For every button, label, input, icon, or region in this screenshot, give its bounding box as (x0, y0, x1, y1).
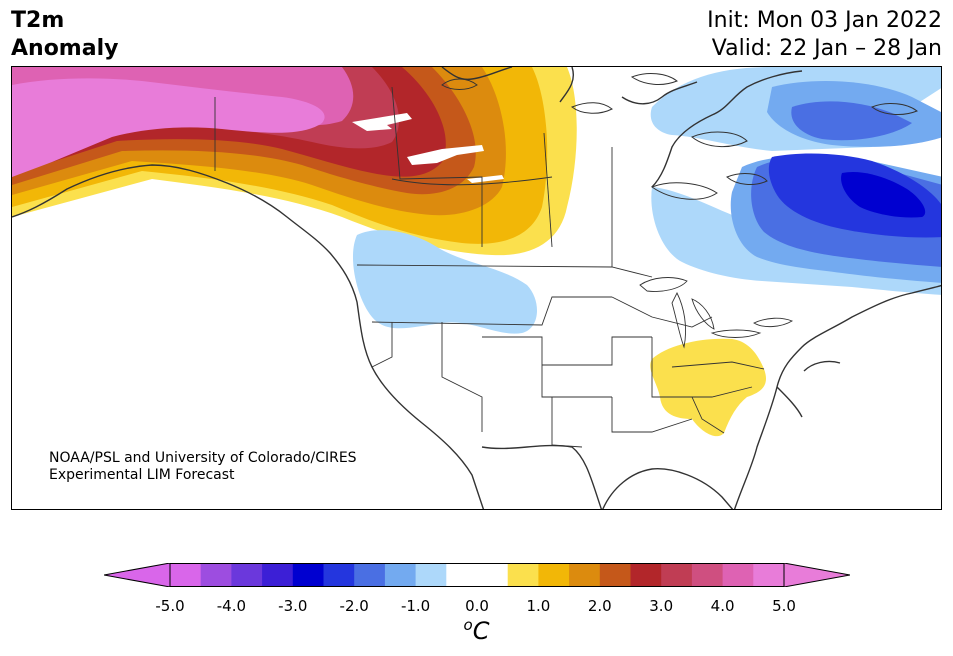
colorbar-tick-label: -1.0 (400, 597, 431, 615)
colorbar-tick-label: 0.0 (465, 597, 489, 615)
colorbar-tick-label: 4.0 (710, 597, 735, 615)
colorbar-tick-label: -4.0 (216, 597, 247, 615)
colorbar-segment (231, 563, 263, 587)
colorbar-tick-label: -5.0 (155, 597, 185, 615)
colorbar-segment (507, 563, 539, 587)
colorbar-segment (569, 563, 601, 587)
map-title: T2m Anomaly (11, 7, 118, 63)
colorbar-tick-label: 3.0 (649, 597, 674, 615)
colorbar-segment (323, 563, 355, 587)
colorbar-tick-label: 2.0 (587, 597, 612, 615)
credit-line-1: NOAA/PSL and University of Colorado/CIRE… (49, 450, 357, 466)
colorbar-segment (722, 563, 754, 587)
colorbar-tick-label: -3.0 (278, 597, 308, 615)
anomaly-region-lightblue-west (352, 230, 538, 334)
colorbar-outline (169, 563, 785, 587)
colorbar-svg (103, 562, 851, 588)
colorbar-over-arrow (783, 562, 851, 588)
colorbar-segment (415, 563, 447, 587)
forecast-dates: Init: Mon 03 Jan 2022 Valid: 22 Jan – 28… (707, 7, 942, 63)
colorbar-segment (538, 563, 570, 587)
colorbar-segment (446, 563, 478, 587)
colorbar-segment (170, 563, 202, 587)
great-slave-lake (407, 145, 484, 165)
anomaly-map (11, 66, 942, 510)
great-lakes (639, 277, 794, 349)
credit-line-2: Experimental LIM Forecast (49, 467, 235, 483)
colorbar-segment (384, 563, 417, 587)
arctic-islands (441, 73, 918, 200)
colorbar-segment (477, 563, 509, 587)
colorbar (103, 562, 851, 588)
colorbar-segment (292, 563, 324, 587)
coastlines (12, 67, 941, 509)
colorbar-ticks: -5.0 -4.0 -3.0 -2.0 -1.0 0.0 1.0 2.0 3.0 4.0 5.0 (0, 597, 953, 617)
political-borders (214, 86, 765, 448)
great-bear-lake (352, 113, 412, 131)
unit-label: oC (0, 616, 953, 645)
colorbar-tick-label: -2.0 (339, 597, 369, 615)
colorbar-under-arrow (103, 562, 171, 588)
colorbar-segment (630, 563, 662, 587)
init-date: Init: Mon 03 Jan 2022 (707, 8, 942, 33)
valid-date: Valid: 22 Jan – 28 Jan (711, 36, 942, 61)
colorbar-tick-label: 5.0 (772, 597, 796, 615)
colorbar-segment (691, 563, 724, 587)
colorbar-segment (354, 563, 386, 587)
colorbar-segment (753, 563, 785, 587)
colorbar-segment (661, 563, 693, 587)
lake-athabasca (467, 175, 504, 183)
colorbar-segment (599, 563, 631, 587)
unit-superscript: o (463, 616, 473, 634)
unit-letter: C (472, 617, 490, 645)
title-anomaly: Anomaly (11, 36, 119, 61)
colorbar-tick-label: 1.0 (526, 597, 551, 615)
map-svg (12, 67, 941, 509)
colorbar-segment (262, 563, 294, 587)
title-variable: T2m (11, 8, 65, 33)
colorbar-segment (200, 563, 232, 587)
anomaly-region-pink (12, 78, 325, 177)
anomaly-region-navy (841, 171, 926, 218)
anomaly-region-blue-north (791, 101, 912, 141)
credit-text: NOAA/PSL and University of Colorado/CIRE… (49, 450, 357, 484)
